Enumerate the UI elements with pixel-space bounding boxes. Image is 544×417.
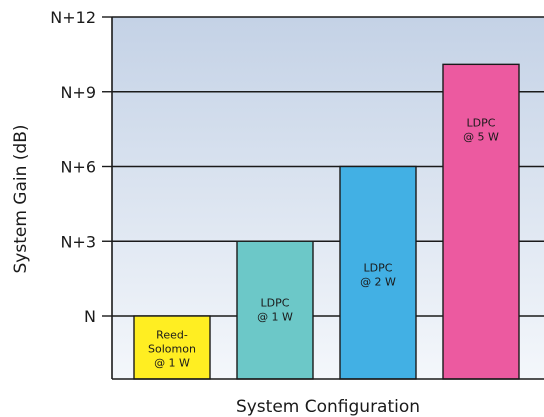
bar-label: @ 2 W bbox=[360, 276, 396, 289]
bar-group: LDPC@ 1 W bbox=[236, 240, 314, 380]
bar-label: @ 1 W bbox=[257, 310, 293, 323]
bar-label: Reed- bbox=[156, 329, 188, 342]
y-axis-title: System Gain (dB) bbox=[11, 124, 31, 273]
y-tick-label: N+6 bbox=[60, 158, 96, 177]
bar-group: LDPC@ 5 W bbox=[442, 63, 520, 380]
bar-label: @ 1 W bbox=[154, 357, 190, 370]
bar-label: LDPC bbox=[467, 116, 496, 129]
bar-label: LDPC bbox=[364, 262, 393, 275]
bar-label: Solomon bbox=[148, 343, 196, 356]
y-tick-label: N+12 bbox=[50, 8, 96, 27]
bar-label: LDPC bbox=[261, 296, 290, 309]
bar-group: LDPC@ 2 W bbox=[339, 165, 417, 380]
axes bbox=[102, 16, 544, 380]
x-axis-title: System Configuration bbox=[236, 397, 420, 417]
y-tick-label: N+3 bbox=[60, 232, 96, 251]
bar-label: @ 5 W bbox=[463, 130, 499, 143]
bar bbox=[442, 63, 520, 380]
bar bbox=[339, 165, 417, 380]
y-tick-label: N bbox=[84, 307, 96, 326]
bar bbox=[133, 315, 211, 380]
y-tick-labels: N N+3 N+6 N+9 N+12 bbox=[50, 8, 96, 326]
bar-group: Reed-Solomon@ 1 W bbox=[133, 315, 211, 380]
y-tick-label: N+9 bbox=[60, 83, 96, 102]
